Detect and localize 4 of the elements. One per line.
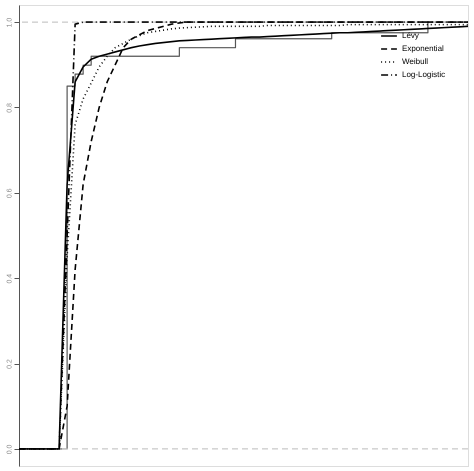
legend-label: Exponential xyxy=(402,44,444,53)
legend-label: Log-Logistic xyxy=(402,70,446,79)
legend-label: Weibull xyxy=(402,57,428,66)
legend-label: Lévy xyxy=(402,31,419,40)
